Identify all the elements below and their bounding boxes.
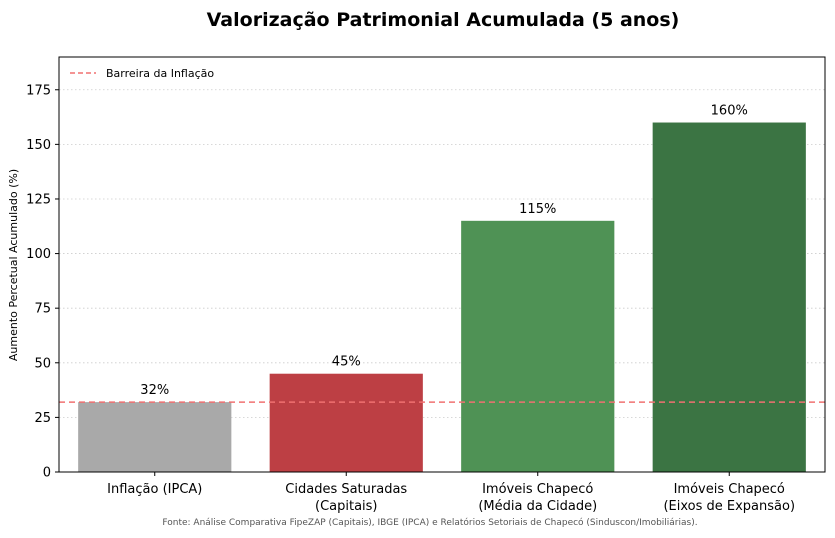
y-tick-label: 125	[26, 192, 51, 207]
y-tick-label: 175	[26, 83, 51, 98]
chart-title: Valorização Patrimonial Acumulada (5 ano…	[207, 9, 680, 31]
source-note: Fonte: Análise Comparativa FipeZAP (Capi…	[162, 517, 697, 528]
y-tick-label: 50	[34, 356, 51, 371]
y-tick-label: 150	[26, 138, 51, 153]
legend: Barreira da Inflação	[70, 67, 214, 80]
bar	[652, 122, 806, 473]
y-tick-label: 0	[43, 466, 51, 481]
x-tick-label: Cidades Saturadas (Capitais)	[285, 482, 407, 514]
bar	[461, 220, 615, 472]
y-tick-label: 75	[34, 302, 51, 317]
bar-value-label: 160%	[711, 104, 748, 119]
bar	[78, 402, 232, 472]
x-tick-label: Inflação (IPCA)	[107, 482, 202, 497]
bar-value-label: 32%	[140, 383, 169, 398]
y-tick-label: 100	[26, 247, 51, 262]
y-axis-label: Aumento Percetual Acumulado (%)	[7, 169, 20, 361]
bar	[269, 373, 423, 472]
bar-value-label: 115%	[519, 202, 556, 217]
plot-frame	[58, 56, 826, 473]
bar-value-label: 45%	[332, 355, 361, 370]
y-tick-label: 25	[34, 411, 51, 426]
x-tick-label: Imóveis Chapecó (Eixos de Expansão)	[663, 482, 795, 514]
legend-label: Barreira da Inflação	[106, 67, 214, 80]
x-tick-label: Imóveis Chapecó (Média da Cidade)	[478, 482, 597, 514]
